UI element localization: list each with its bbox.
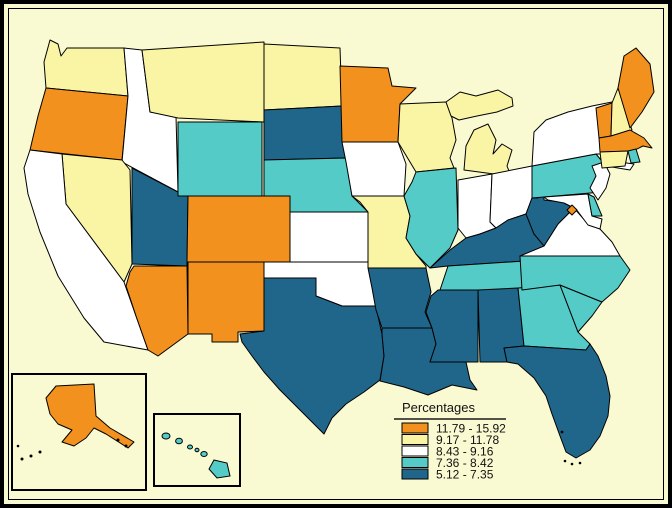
state-connecticut [599, 150, 629, 169]
state-hawaii-island [175, 437, 183, 445]
state-wyoming [177, 121, 263, 197]
legend-title: Percentages [402, 400, 475, 415]
legend-item: 11.79 - 15.92 [401, 422, 506, 436]
state-south-dakota [263, 105, 347, 161]
legend-swatch-class-4 [401, 457, 429, 468]
hawaii-islands [161, 432, 231, 479]
state-delaware [587, 193, 603, 217]
legend-swatch-class-3 [401, 445, 429, 457]
state-michigan-upper-peninsula [445, 89, 514, 121]
state-california [23, 149, 149, 351]
state-illinois [403, 167, 459, 269]
state-hawaii-big-island [208, 459, 231, 479]
state-vermont [595, 102, 613, 139]
aleutian-islands [16, 438, 128, 461]
state-north-carolina [519, 255, 631, 303]
state-texas [239, 277, 385, 435]
state-hawaii-island [161, 432, 171, 440]
state-new-mexico [187, 261, 265, 343]
legend-swatch-class-2 [401, 434, 429, 445]
state-hawaii-island [194, 447, 200, 453]
state-rhode-island [627, 148, 641, 164]
state-hawaii-island [187, 444, 193, 450]
state-iowa [341, 141, 407, 197]
state-kansas [289, 211, 371, 263]
state-oregon [29, 87, 129, 161]
state-north-dakota [263, 43, 343, 111]
legend-swatch-class-1 [401, 422, 429, 434]
state-washington [43, 39, 129, 97]
state-alaska [45, 383, 135, 449]
legend-item: 7.36 - 8.42 [401, 456, 494, 470]
state-montana [141, 41, 265, 123]
state-florida [503, 343, 611, 459]
hawaii-inset-border [153, 413, 241, 487]
hawaii-inset [153, 413, 241, 487]
state-new-hampshire [610, 87, 633, 137]
legend-item: 8.43 - 9.16 [401, 445, 494, 459]
legend-label-class-2: 9.17 - 11.78 [436, 433, 499, 447]
legend-label-class-1: 11.79 - 15.92 [436, 422, 506, 436]
legend-label-class-5: 5.12 - 7.35 [436, 468, 494, 482]
inner-frame-line [8, 8, 664, 500]
state-district-of-columbia-marker [566, 204, 578, 216]
state-colorado [186, 195, 291, 263]
legend-item: 9.17 - 11.78 [401, 433, 499, 447]
legend-label-class-4: 7.36 - 8.42 [436, 456, 494, 470]
legend-label-class-3: 8.43 - 9.16 [436, 445, 494, 459]
state-maine [617, 47, 655, 129]
state-mississippi [425, 289, 479, 363]
state-hawaii-island [200, 451, 208, 457]
legend: Percentages 11.79 - 15.92 9.17 - 11.78 8… [394, 400, 506, 482]
alaska-inset [11, 373, 147, 491]
states-group [23, 39, 655, 459]
legend-item: 5.12 - 7.35 [401, 468, 494, 482]
state-arizona [125, 265, 189, 357]
legend-swatch-class-5 [401, 468, 429, 480]
florida-keys-islands [560, 430, 582, 466]
alaska-inset-border [11, 373, 147, 491]
